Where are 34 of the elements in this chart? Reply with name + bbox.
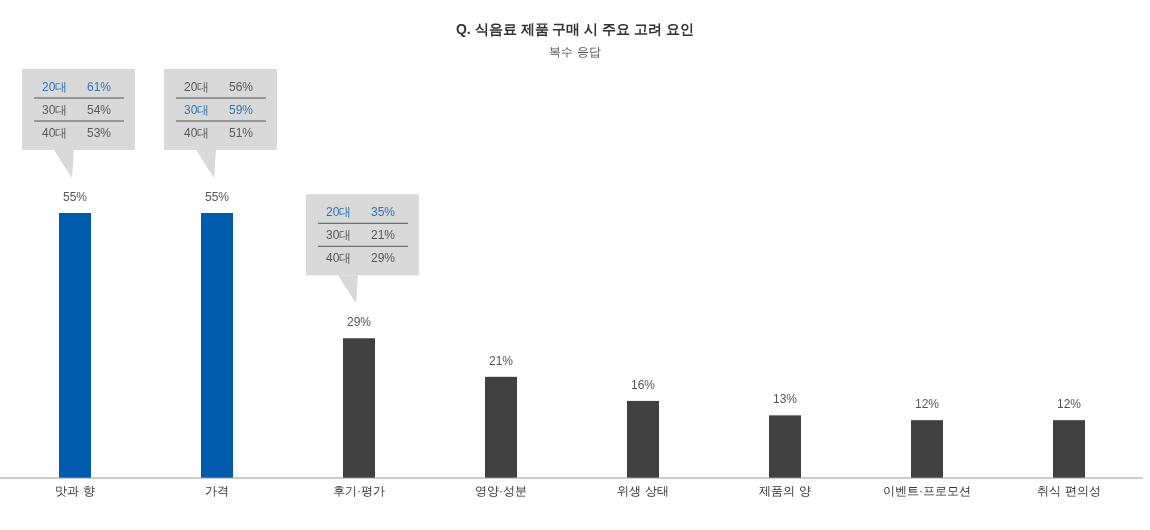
x-tick-label: 맛과 향 [55, 484, 95, 498]
data-label: 21% [488, 353, 514, 368]
x-tick-label: 후기·평가 [333, 484, 385, 498]
data-label: 55% [204, 190, 230, 204]
annotation: 21% [371, 228, 396, 243]
data-label: 55% [62, 190, 88, 204]
bar [627, 400, 659, 478]
x-tick-label: 가격 [205, 484, 229, 498]
data-label: 13% [772, 392, 798, 407]
bar [201, 213, 233, 478]
chart-subtitle: 복수 응답 [549, 45, 601, 59]
annotation: 20대 [326, 205, 352, 220]
data-label: 16% [630, 377, 656, 392]
bar [769, 415, 801, 478]
x-tick-label: 이벤트·프로모션 [883, 484, 971, 498]
annotation: 29% [371, 251, 396, 266]
x-tick-label: 취식 편의성 [1037, 484, 1101, 498]
x-tick-label: 제품의 양 [759, 484, 811, 498]
bar [485, 376, 517, 478]
data-label: 12% [1056, 397, 1082, 412]
bar [59, 213, 91, 478]
bar [343, 338, 375, 478]
chart-title: Q. 식음료 제품 구매 시 주요 고려 요인 [455, 21, 695, 37]
callout: 20대 56% 30대 59% 40대 51% [164, 69, 277, 178]
annotation: 40대 [326, 251, 352, 266]
data-label: 29% [346, 315, 372, 330]
data-label: 12% [914, 397, 940, 412]
bar [911, 420, 943, 478]
annotation: 35% [371, 205, 396, 220]
annotation: 30대 [326, 228, 352, 243]
callout: 20대 61% 30대 54% 40대 53% [22, 69, 135, 178]
x-tick-label: 위생 상태 [617, 484, 669, 498]
bar [1053, 420, 1085, 478]
x-tick-label: 영양·성분 [475, 484, 527, 498]
